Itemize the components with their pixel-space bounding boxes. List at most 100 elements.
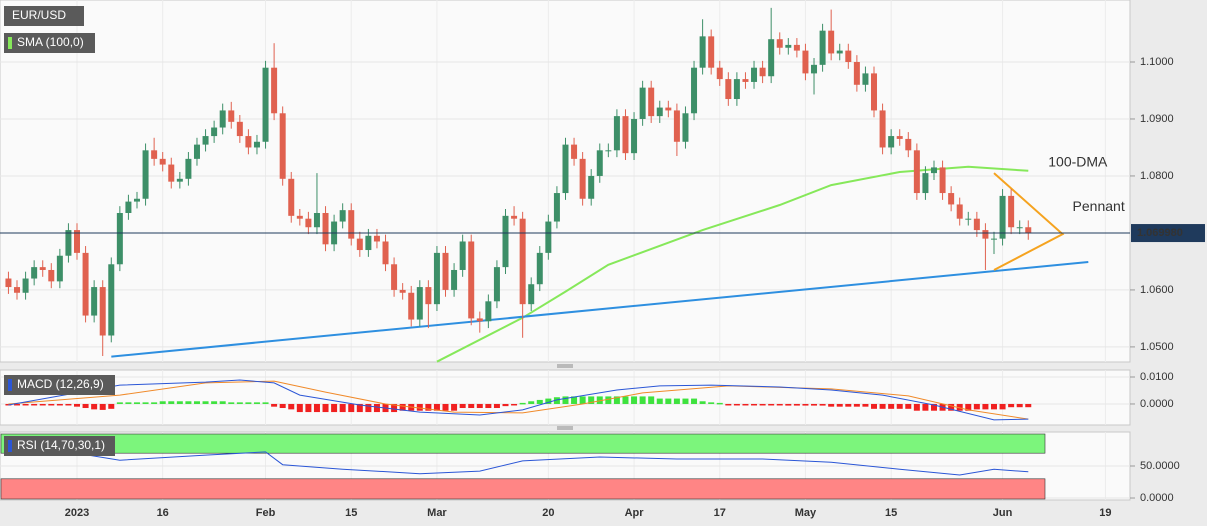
candle-body (442, 252, 449, 290)
macd-histogram-bar (982, 403, 989, 410)
macd-histogram-bar (151, 402, 158, 404)
macd-histogram-bar (725, 403, 732, 406)
macd-histogram-bar (571, 396, 578, 404)
candle-body (990, 238, 997, 240)
y-tick-label: 1.0900 (1140, 113, 1174, 125)
macd-swatch (8, 379, 12, 391)
candle-body (151, 150, 158, 159)
candle-body (888, 136, 895, 148)
candle-body (519, 218, 526, 305)
candle-body (176, 178, 183, 182)
candle-body (253, 141, 260, 148)
candle-body (391, 264, 398, 290)
candle-body (691, 67, 698, 114)
macd-histogram-bar (682, 398, 689, 404)
macd-histogram-bar (279, 403, 286, 409)
candle-body (1016, 227, 1023, 229)
macd-histogram-bar (828, 403, 835, 407)
candle-body (862, 73, 869, 85)
macd-histogram-bar (871, 403, 878, 409)
macd-histogram-bar (999, 403, 1006, 410)
candle-body (193, 144, 200, 159)
candle-body (913, 150, 920, 194)
candle-body (571, 144, 578, 159)
candle-body (879, 110, 886, 148)
macd-histogram-bar (1025, 403, 1032, 408)
candle-body (433, 252, 440, 305)
candle-body (1008, 195, 1015, 228)
x-tick-label: Apr (625, 507, 645, 519)
macd-histogram-bar (811, 403, 818, 406)
x-tick-label: 15 (885, 507, 897, 519)
x-tick-label: 16 (157, 507, 169, 519)
sma-legend-box (4, 33, 95, 53)
macd-histogram-bar (468, 403, 475, 409)
macd-histogram-bar (965, 403, 972, 411)
candle-body (742, 79, 749, 82)
candle-body (562, 144, 569, 194)
x-tick-label: Mar (427, 507, 447, 519)
macd-histogram-bar (416, 403, 423, 411)
macd-histogram-bar (116, 402, 123, 404)
macd-histogram-bar (948, 403, 955, 411)
x-tick-label: Jun (993, 507, 1013, 519)
candle-body (648, 87, 655, 117)
macd-histogram-bar (262, 402, 269, 404)
macd-histogram-bar (605, 396, 612, 404)
candle-body (973, 218, 980, 231)
candle-body (853, 61, 860, 85)
candle-body (468, 241, 475, 319)
macd-histogram-bar (553, 397, 560, 404)
macd-histogram-bar (845, 403, 852, 407)
candle-body (211, 127, 218, 137)
candle-body (48, 269, 55, 282)
candle-body (733, 79, 740, 100)
macd-histogram-bar (31, 403, 38, 406)
macd-histogram-bar (493, 403, 500, 409)
y-tick-label: 0.0100 (1140, 371, 1174, 383)
macd-histogram-bar (313, 403, 320, 413)
macd-histogram-bar (579, 396, 586, 404)
macd-histogram-bar (168, 401, 175, 404)
macd-histogram-bar (433, 403, 440, 411)
macd-histogram-bar (973, 403, 980, 410)
x-tick-label: 17 (714, 507, 726, 519)
macd-histogram-bar (339, 403, 346, 413)
candle-body (296, 215, 303, 219)
macd-histogram-bar (245, 402, 252, 404)
candle-body (528, 284, 535, 305)
panel-handle (557, 364, 573, 430)
macd-histogram-bar (931, 403, 937, 411)
macd-histogram-bar (305, 403, 312, 413)
x-tick-label: Feb (256, 507, 276, 519)
candle-body (845, 50, 852, 62)
candle-body (596, 150, 603, 176)
candle-body (348, 210, 355, 239)
macd-histogram-bar (48, 403, 55, 406)
macd-histogram-bar (348, 403, 355, 413)
macd-histogram-bar (631, 396, 638, 404)
macd-histogram-bar (802, 403, 809, 406)
candle-body (451, 269, 458, 290)
macd-histogram-bar (656, 398, 663, 404)
candle-body (476, 318, 483, 322)
macd-histogram-bar (451, 403, 458, 411)
candle-body (982, 230, 989, 239)
macd-histogram-bar (356, 403, 363, 413)
macd-histogram-bar (596, 396, 603, 404)
candle-body (768, 39, 775, 77)
macd-histogram-bar (665, 398, 672, 404)
candle-body (502, 215, 509, 268)
candle-body (622, 116, 629, 154)
candle-body (965, 218, 972, 220)
candle-body (956, 204, 963, 219)
candle-body (39, 267, 46, 270)
macd-histogram-bar (91, 403, 98, 410)
sma-legend: SMA (100,0) (17, 35, 84, 49)
candle-body (236, 121, 243, 137)
macd-histogram-bar (785, 403, 792, 406)
candle-body (262, 67, 269, 142)
macd-histogram-bar (176, 401, 183, 404)
candle-body (133, 198, 140, 202)
rsi-swatch (8, 440, 12, 452)
